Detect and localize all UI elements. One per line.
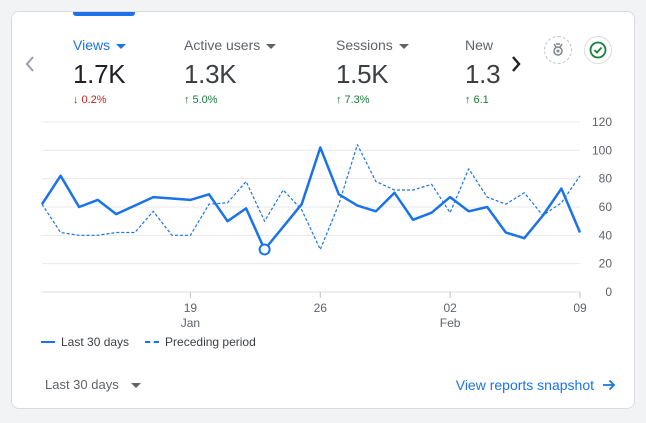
x-tick-sublabel: Feb (440, 316, 461, 330)
dropdown-caret-icon[interactable] (266, 43, 277, 49)
metric-change: ↓ 0.2% (73, 94, 107, 106)
arrow-up-icon: ↑ (336, 94, 342, 106)
metric-value: 1.7K (73, 59, 126, 89)
metric-label: New (465, 37, 494, 53)
insights-icon (553, 43, 563, 56)
x-tick-sublabel: Jan (181, 316, 200, 330)
view-reports-snapshot-link[interactable]: View reports snapshot (456, 377, 616, 393)
metric-views[interactable]: Views 1.7K ↓ 0.2% (73, 36, 127, 106)
legend-label: Last 30 days (61, 335, 130, 349)
x-tick-label: 26 (314, 301, 328, 315)
arrow-up-icon: ↑ (184, 94, 190, 106)
last-30-days-line (40, 146, 582, 251)
chevron-right-icon (512, 56, 521, 72)
solid-line-swatch (41, 341, 55, 343)
status-button[interactable] (584, 36, 612, 64)
metric-active-users[interactable]: Active users 1.3K ↑ 5.0% (184, 36, 277, 106)
legend-item-previous: Preceding period (145, 335, 256, 349)
date-range-label: Last 30 days (45, 377, 119, 392)
metric-label: Active users (184, 37, 261, 53)
metric-change: ↑ 7.3% (336, 94, 370, 106)
dashed-line-swatch (145, 341, 160, 343)
x-tick-label: 19 (184, 301, 198, 315)
dropdown-caret-icon[interactable] (398, 43, 409, 49)
y-tick-label: 0 (605, 285, 612, 299)
legend-label: Preceding period (165, 335, 256, 349)
x-tick-label: 02 (443, 301, 457, 315)
dropdown-caret-icon[interactable] (116, 43, 127, 49)
dropdown-caret-icon (130, 383, 141, 388)
preceding-period-line (41, 144, 581, 251)
x-tick-label: 09 (573, 301, 587, 315)
metric-value: 1.3 (465, 59, 501, 89)
chevron-left-icon (25, 56, 34, 72)
metric-label: Sessions (336, 37, 393, 53)
y-tick-label: 120 (592, 115, 612, 129)
y-tick-label: 40 (599, 228, 613, 242)
active-tab-indicator (73, 12, 135, 16)
y-tick-label: 80 (599, 172, 613, 186)
arrow-down-icon: ↓ (73, 94, 79, 106)
arrow-right-icon (603, 379, 616, 391)
insights-button[interactable] (544, 36, 572, 64)
previous-metric-button[interactable] (20, 52, 40, 76)
metric-change: ↑ 5.0% (184, 94, 218, 106)
metric-value: 1.5K (336, 59, 389, 89)
highlighted-data-point (258, 243, 271, 256)
date-range-selector[interactable]: Last 30 days (45, 377, 141, 392)
check-circle-icon (589, 41, 607, 59)
snapshot-link-label: View reports snapshot (455, 377, 594, 393)
metric-sessions[interactable]: Sessions 1.5K ↑ 7.3% (336, 36, 409, 106)
y-tick-label: 20 (599, 257, 613, 271)
y-tick-label: 100 (592, 143, 612, 157)
metric-change: ↑ 6.1 (465, 94, 489, 106)
metric-new-users[interactable]: New 1.3 ↑ 6.1 (465, 36, 501, 106)
chart-legend: Last 30 days Preceding period (41, 335, 256, 349)
y-tick-label: 60 (599, 200, 613, 214)
metric-label: Views (73, 37, 111, 53)
arrow-up-icon: ↑ (465, 94, 471, 106)
views-card: Views 1.7K ↓ 0.2% Active users 1.3K ↑ 5.… (11, 11, 635, 409)
next-metric-button[interactable] (506, 52, 526, 76)
metric-value: 1.3K (184, 59, 237, 89)
legend-item-current: Last 30 days (41, 335, 129, 349)
